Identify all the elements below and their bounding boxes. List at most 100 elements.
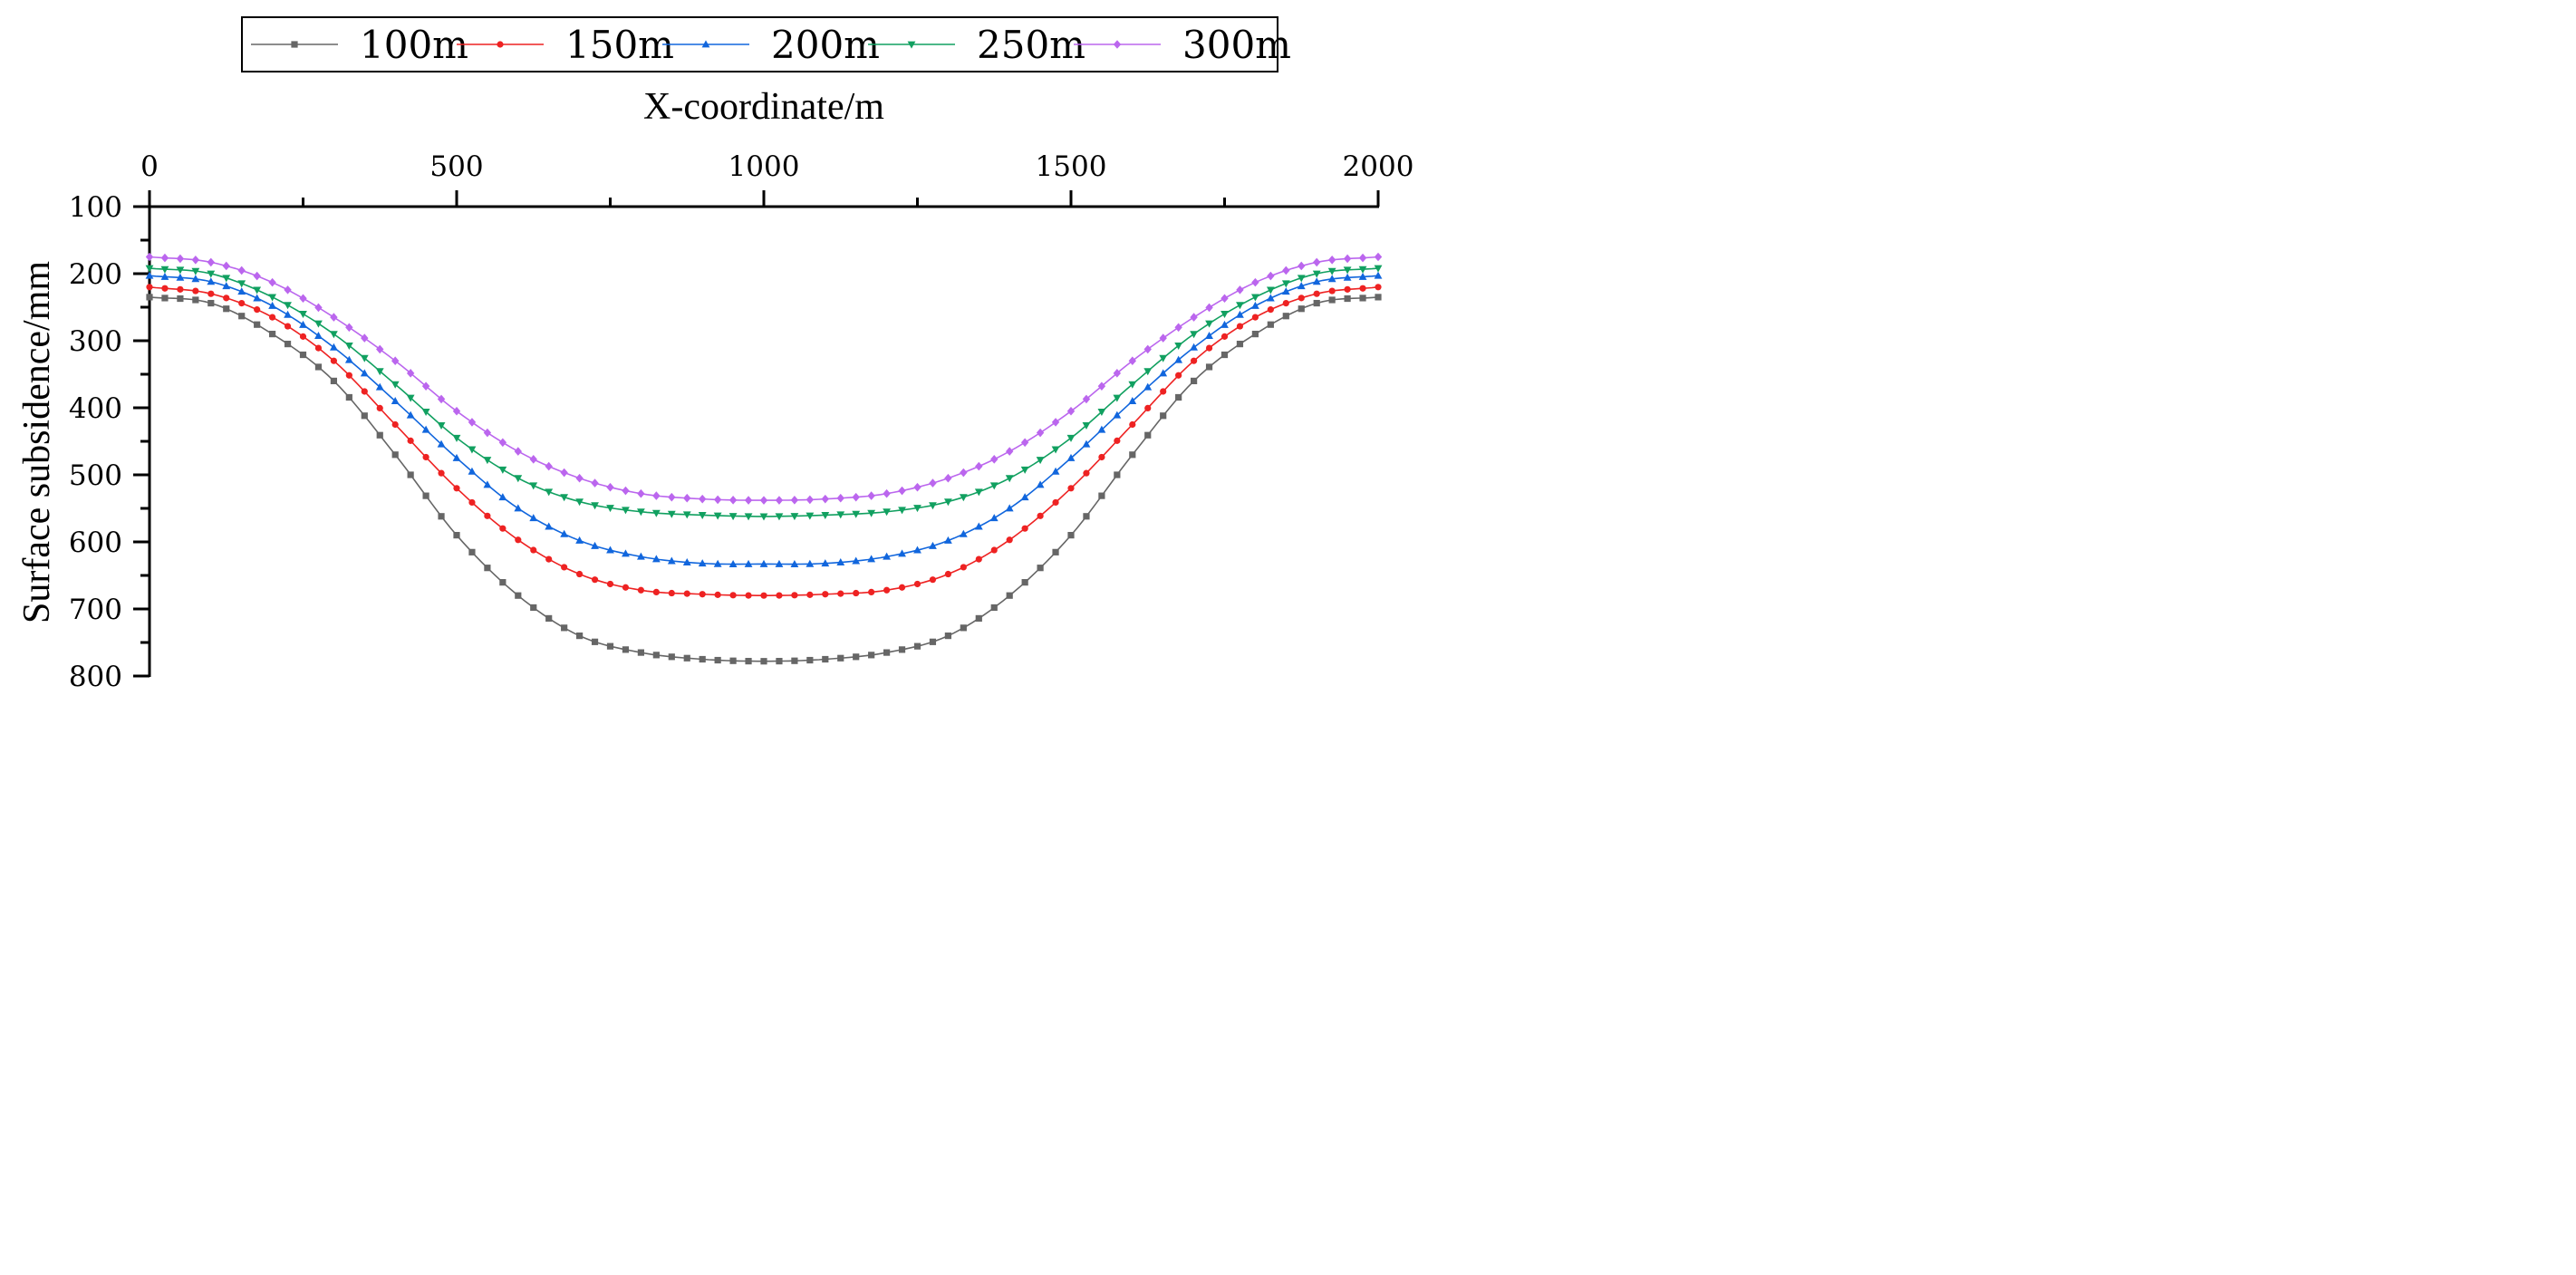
data-point — [668, 589, 675, 597]
data-point — [1082, 422, 1091, 430]
data-point — [406, 394, 415, 402]
data-point — [1375, 294, 1382, 301]
data-point — [299, 351, 307, 359]
data-point — [1374, 252, 1383, 262]
data-point — [1374, 271, 1383, 279]
data-point — [529, 514, 538, 522]
data-point — [391, 451, 399, 459]
data-point — [622, 507, 630, 515]
data-point — [822, 655, 829, 663]
data-point — [1191, 357, 1198, 364]
data-point — [499, 525, 507, 532]
data-point — [1343, 254, 1352, 264]
data-point — [683, 493, 691, 503]
data-point — [284, 310, 292, 318]
data-point — [299, 320, 307, 328]
data-point — [1251, 331, 1259, 338]
data-point — [1313, 290, 1320, 297]
data-point — [867, 555, 876, 563]
data-point — [883, 649, 891, 656]
data-point — [637, 508, 645, 517]
legend-marker — [1113, 40, 1122, 49]
data-point — [883, 552, 891, 560]
data-point — [1313, 257, 1321, 267]
data-point — [714, 591, 721, 598]
data-point — [1267, 306, 1274, 314]
data-point — [376, 344, 384, 354]
data-point — [1205, 363, 1213, 371]
data-point — [192, 296, 199, 304]
legend-label: 250m — [977, 23, 1085, 67]
data-point — [515, 536, 522, 544]
data-point — [913, 642, 921, 650]
data-point — [1191, 377, 1198, 384]
x-tick-label: 1000 — [728, 150, 800, 183]
data-point — [361, 412, 368, 420]
data-point — [452, 453, 461, 461]
data-point — [514, 475, 523, 483]
data-point — [484, 512, 491, 519]
data-point — [1052, 498, 1059, 507]
data-point — [146, 284, 153, 291]
data-point — [1129, 451, 1136, 459]
data-point — [1083, 513, 1090, 520]
data-point — [929, 638, 937, 645]
data-point — [960, 564, 967, 571]
data-point — [713, 559, 722, 567]
data-point — [576, 570, 584, 578]
data-point — [437, 422, 446, 430]
data-point — [1281, 287, 1290, 295]
data-point — [729, 592, 737, 599]
y-tick-label: 700 — [69, 594, 122, 626]
data-point — [453, 485, 460, 492]
data-point — [146, 294, 153, 301]
data-point — [360, 354, 369, 362]
data-point — [1097, 408, 1106, 416]
data-point — [929, 502, 937, 510]
legend-item-250m: 250m — [868, 23, 1085, 67]
data-point — [806, 512, 815, 520]
data-point — [1174, 342, 1183, 350]
data-point — [468, 548, 476, 555]
data-point — [191, 267, 200, 275]
data-point — [1160, 388, 1167, 395]
data-point — [852, 510, 861, 518]
data-point — [1144, 404, 1152, 412]
data-point — [1220, 320, 1229, 328]
data-point — [898, 646, 906, 653]
data-point — [698, 559, 707, 567]
data-point — [330, 343, 338, 351]
legend-item-100m: 100m — [251, 23, 468, 67]
data-point — [1205, 303, 1213, 313]
data-point — [713, 512, 722, 520]
data-point — [545, 614, 553, 623]
legend-marker — [291, 41, 298, 48]
data-point — [836, 511, 845, 519]
data-point — [728, 496, 738, 505]
data-point — [1006, 447, 1014, 456]
data-point — [1159, 369, 1168, 377]
data-point — [1082, 394, 1091, 404]
data-point — [560, 468, 568, 478]
data-point — [853, 653, 860, 661]
data-point — [361, 333, 369, 343]
data-point — [1190, 343, 1198, 351]
data-point — [944, 633, 951, 640]
data-point — [515, 592, 522, 599]
data-point — [883, 586, 891, 594]
data-point — [1114, 437, 1121, 444]
data-point — [375, 368, 384, 376]
data-point — [651, 555, 661, 563]
data-point — [883, 488, 891, 498]
data-point — [177, 285, 184, 293]
data-point — [1066, 434, 1076, 442]
data-point — [1051, 467, 1060, 475]
data-point — [775, 559, 784, 567]
data-point — [667, 556, 676, 565]
data-point — [421, 408, 430, 416]
data-point — [1051, 418, 1060, 427]
data-point — [791, 592, 798, 599]
legend-item-150m: 150m — [457, 23, 674, 67]
data-point — [1083, 469, 1090, 477]
data-point — [1266, 286, 1275, 295]
